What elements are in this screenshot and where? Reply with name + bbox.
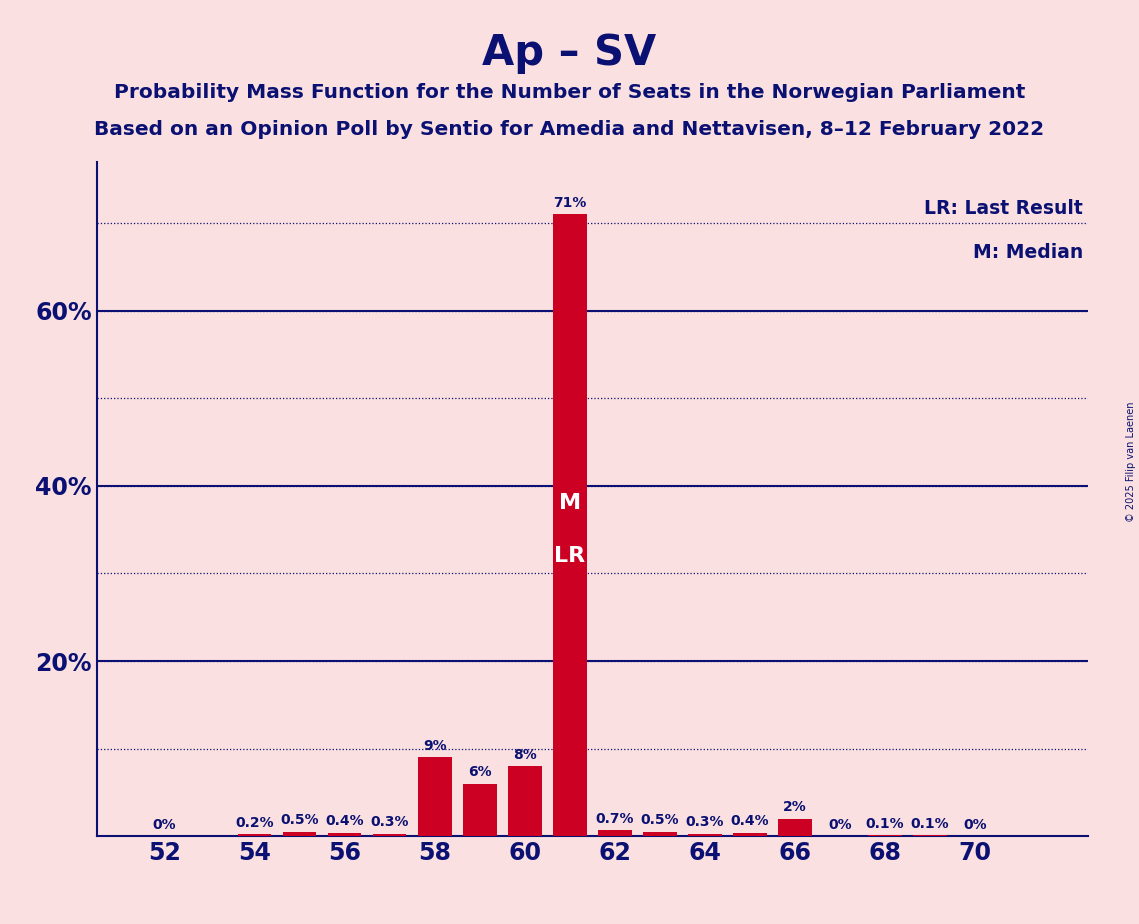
Text: 0.2%: 0.2% <box>235 816 273 830</box>
Text: 71%: 71% <box>554 196 587 210</box>
Bar <box>508 766 542 836</box>
Text: 0%: 0% <box>153 818 177 832</box>
Text: 0.3%: 0.3% <box>370 815 409 829</box>
Text: M: M <box>559 493 581 514</box>
Bar <box>778 819 812 836</box>
Bar <box>462 784 497 836</box>
Text: 0.4%: 0.4% <box>730 814 769 828</box>
Bar <box>642 832 677 836</box>
Bar <box>552 214 587 836</box>
Text: 2%: 2% <box>784 800 806 814</box>
Bar <box>328 833 361 836</box>
Text: Probability Mass Function for the Number of Seats in the Norwegian Parliament: Probability Mass Function for the Number… <box>114 83 1025 103</box>
Text: LR: Last Result: LR: Last Result <box>924 199 1083 218</box>
Text: 0%: 0% <box>964 818 988 832</box>
Text: 0.5%: 0.5% <box>640 813 679 828</box>
Bar <box>734 833 767 836</box>
Bar <box>282 832 317 836</box>
Text: 0.3%: 0.3% <box>686 815 724 829</box>
Bar <box>238 834 271 836</box>
Text: © 2025 Filip van Laenen: © 2025 Filip van Laenen <box>1126 402 1136 522</box>
Text: M: Median: M: Median <box>973 243 1083 261</box>
Text: LR: LR <box>555 546 585 565</box>
Text: Based on an Opinion Poll by Sentio for Amedia and Nettavisen, 8–12 February 2022: Based on an Opinion Poll by Sentio for A… <box>95 120 1044 140</box>
Text: 0.5%: 0.5% <box>280 813 319 828</box>
Text: 0.1%: 0.1% <box>911 817 950 831</box>
Text: 0.1%: 0.1% <box>866 817 904 831</box>
Bar <box>688 833 722 836</box>
Text: Ap – SV: Ap – SV <box>483 32 656 74</box>
Text: 0.4%: 0.4% <box>326 814 363 828</box>
Text: 8%: 8% <box>513 748 536 761</box>
Text: 9%: 9% <box>423 739 446 753</box>
Bar <box>372 833 407 836</box>
Text: 0.7%: 0.7% <box>596 811 634 826</box>
Bar <box>418 758 451 836</box>
Bar <box>598 830 632 836</box>
Text: 6%: 6% <box>468 765 492 779</box>
Text: 0%: 0% <box>828 818 852 832</box>
